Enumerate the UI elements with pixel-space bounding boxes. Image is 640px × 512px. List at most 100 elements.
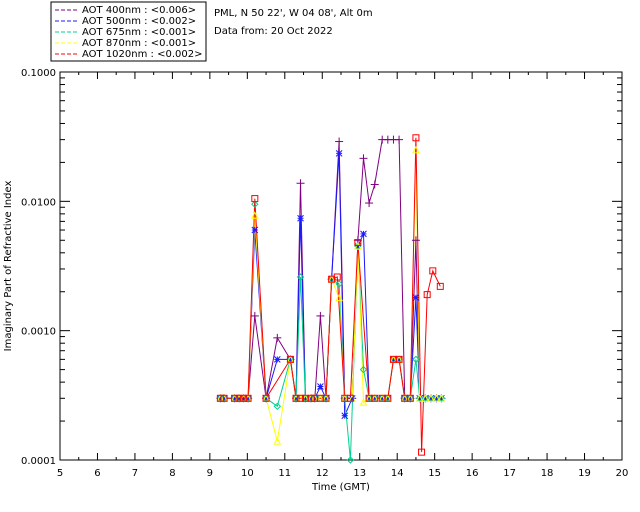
data-point-s1 bbox=[365, 199, 374, 208]
data-point-s5 bbox=[423, 291, 431, 299]
data-point-s5 bbox=[244, 394, 252, 402]
x-tick-label: 18 bbox=[541, 468, 554, 479]
x-tick-label: 16 bbox=[466, 468, 479, 479]
data-point-s4 bbox=[421, 394, 430, 402]
data-point-s1 bbox=[335, 137, 344, 146]
y-tick-label: 0.0100 bbox=[21, 197, 56, 208]
data-point-s5 bbox=[406, 394, 414, 402]
data-point-s3 bbox=[359, 365, 368, 374]
legend-row-1: AOT 400nm : <0.006> bbox=[55, 5, 196, 16]
data-point-s5 bbox=[292, 394, 300, 402]
legend: AOT 400nm : <0.006> AOT 500nm : <0.002> … bbox=[50, 1, 207, 62]
data-point-s4 bbox=[273, 436, 282, 445]
x-tick-label: 8 bbox=[169, 468, 175, 479]
data-point-s5 bbox=[231, 394, 239, 402]
data-point-s2 bbox=[335, 149, 343, 157]
data-point-s1 bbox=[359, 154, 368, 163]
data-point-s5 bbox=[286, 355, 294, 363]
legend-label-1: AOT 400nm : <0.006> bbox=[82, 5, 196, 16]
data-point-s5 bbox=[251, 195, 259, 203]
data-point-s4 bbox=[251, 211, 259, 219]
x-tick-label: 17 bbox=[503, 468, 516, 479]
legend-label-5: AOT 1020nm : <0.002> bbox=[82, 49, 202, 60]
axis-ticks bbox=[59, 71, 623, 461]
data-point-s2 bbox=[273, 356, 281, 363]
x-tick-label: 12 bbox=[316, 468, 329, 479]
data-point-s5 bbox=[322, 394, 330, 402]
series-line-5 bbox=[220, 137, 441, 453]
x-tick-label: 5 bbox=[57, 468, 63, 479]
y-tick-label: 0.1000 bbox=[21, 68, 56, 79]
data-point-s1 bbox=[411, 236, 420, 245]
data-point-s3 bbox=[273, 402, 282, 411]
y-tick-label: 0.0001 bbox=[21, 456, 56, 467]
data-point-s3 bbox=[335, 280, 343, 288]
data-point-s4 bbox=[432, 394, 441, 402]
x-tick-label: 14 bbox=[391, 468, 404, 479]
x-tick-label: 15 bbox=[428, 468, 441, 479]
x-tick-labels: 5 6 7 8 9 10 11 12 13 14 15 16 17 18 19 20 bbox=[57, 468, 629, 479]
data-point-s5 bbox=[220, 394, 228, 402]
plot-frame bbox=[59, 71, 623, 461]
data-point-s1 bbox=[316, 311, 325, 320]
x-tick-label: 19 bbox=[578, 468, 591, 479]
legend-label-2: AOT 500nm : <0.002> bbox=[82, 16, 196, 27]
x-tick-label: 9 bbox=[207, 468, 213, 479]
data-point-s4 bbox=[427, 394, 435, 402]
data-point-s1 bbox=[370, 180, 379, 189]
data-point-s5 bbox=[395, 355, 403, 363]
data-point-s4 bbox=[437, 394, 446, 402]
x-tick-label: 20 bbox=[616, 468, 629, 479]
data-point-s3 bbox=[296, 273, 305, 281]
data-point-s4 bbox=[359, 398, 368, 406]
data-point-s5 bbox=[216, 394, 224, 402]
x-tick-label: 13 bbox=[353, 468, 366, 479]
data-point-s2 bbox=[360, 230, 367, 238]
legend-label-4: AOT 870nm : <0.001> bbox=[82, 38, 196, 49]
data-point-s5 bbox=[297, 394, 305, 402]
data-point-s4 bbox=[354, 242, 362, 250]
data-point-s5 bbox=[307, 394, 315, 402]
date-info: Data from: 20 Oct 2022 bbox=[214, 26, 333, 37]
y-tick-label: 0.0010 bbox=[21, 327, 56, 338]
x-axis-title: Time (GMT) bbox=[311, 482, 370, 493]
x-tick-label: 11 bbox=[278, 468, 291, 479]
data-point-s4 bbox=[415, 394, 424, 402]
legend-row-5: AOT 1020nm : <0.002> bbox=[55, 49, 202, 60]
data-point-s5 bbox=[240, 394, 248, 402]
data-point-s1 bbox=[395, 135, 404, 144]
site-info: PML, N 50 22', W 04 08', Alt 0m bbox=[214, 8, 373, 19]
data-point-s5 bbox=[418, 448, 426, 456]
data-point-s5 bbox=[371, 394, 379, 402]
data-point-s4 bbox=[335, 293, 343, 302]
legend-row-3: AOT 675nm : <0.001> bbox=[55, 27, 196, 38]
data-point-s5 bbox=[436, 282, 444, 290]
data-point-s5 bbox=[262, 394, 270, 402]
legend-row-4: AOT 870nm : <0.001> bbox=[55, 38, 196, 49]
y-tick-labels: 0.0001 0.0010 0.0100 0.1000 bbox=[21, 68, 56, 467]
data-point-s2 bbox=[341, 412, 349, 420]
legend-row-2: AOT 500nm : <0.002> bbox=[55, 16, 196, 27]
x-tick-label: 6 bbox=[94, 468, 100, 479]
series-layer bbox=[216, 134, 446, 464]
x-tick-label: 7 bbox=[132, 468, 138, 479]
data-point-s4 bbox=[412, 145, 420, 154]
data-point-s2 bbox=[251, 226, 259, 234]
legend-label-3: AOT 675nm : <0.001> bbox=[82, 27, 196, 38]
data-point-s5 bbox=[354, 239, 362, 247]
x-tick-label: 10 bbox=[241, 468, 254, 479]
data-point-s5 bbox=[384, 394, 392, 402]
data-point-s1 bbox=[273, 333, 282, 342]
data-point-s1 bbox=[296, 179, 305, 188]
data-point-s2 bbox=[412, 294, 420, 302]
data-point-s3 bbox=[346, 456, 355, 464]
data-point-s2 bbox=[317, 383, 324, 390]
data-point-s3 bbox=[251, 200, 259, 208]
data-point-s2 bbox=[297, 214, 304, 222]
data-point-s3 bbox=[412, 355, 420, 364]
data-point-s1 bbox=[250, 311, 259, 320]
y-axis-title: Imaginary Part of Refractive Index bbox=[3, 181, 14, 352]
data-point-s5 bbox=[333, 273, 341, 281]
data-point-s5 bbox=[412, 134, 420, 142]
